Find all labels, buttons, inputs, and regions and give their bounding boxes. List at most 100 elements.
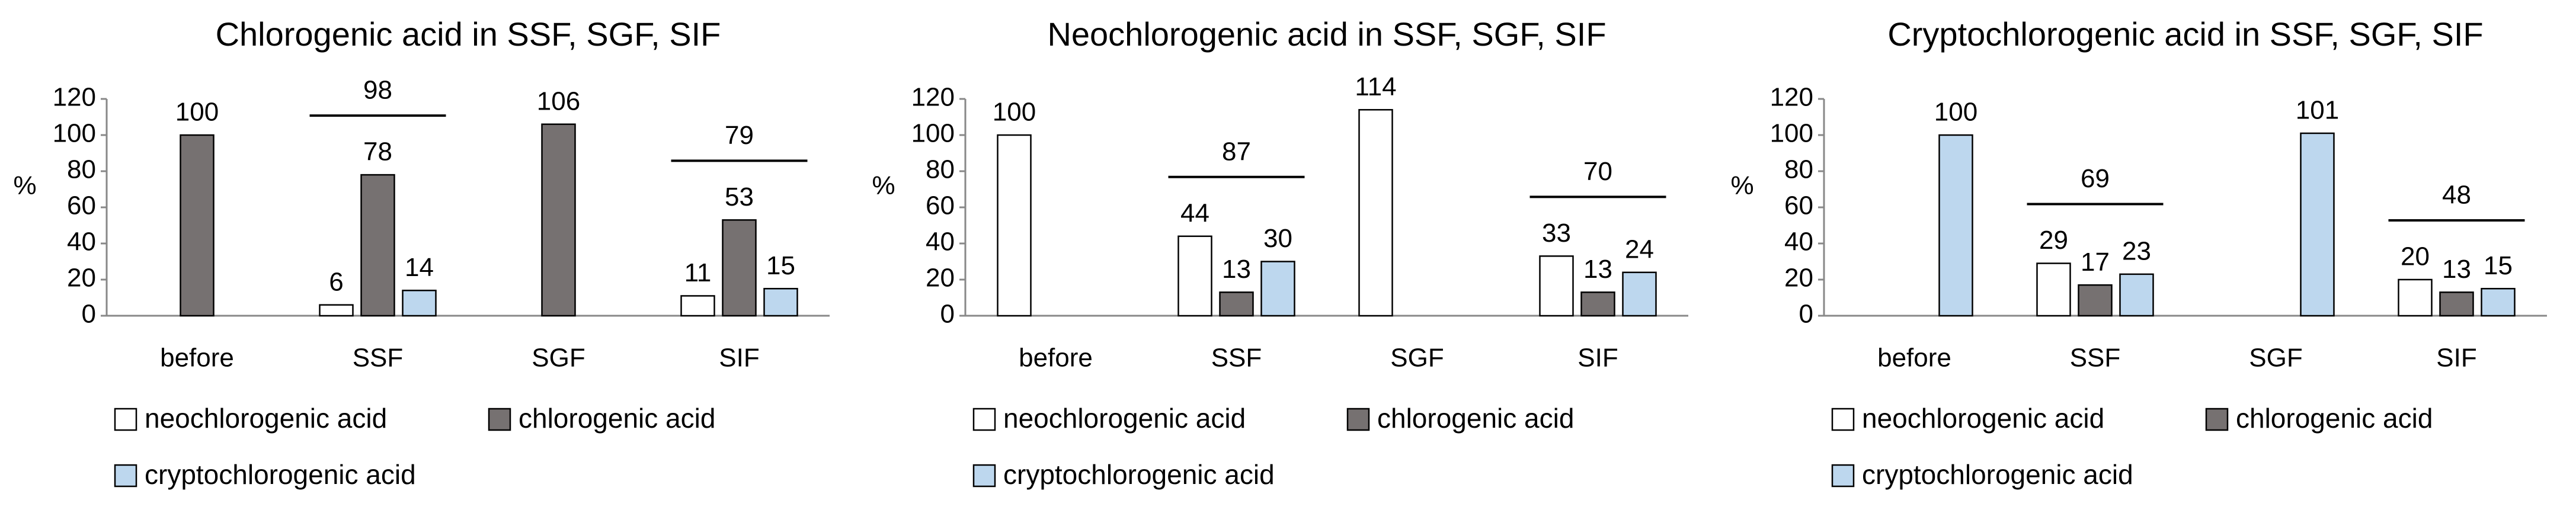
y-axis-label: % xyxy=(872,171,895,200)
bar xyxy=(2439,291,2474,317)
x-tick-label: SGF xyxy=(532,344,585,373)
total-label: 98 xyxy=(363,76,392,105)
y-tick-label: 100 xyxy=(1770,119,1813,148)
data-label: 44 xyxy=(1180,198,1209,227)
legend-label: neochlorogenic acid xyxy=(145,403,387,434)
legend-label: chlorogenic acid xyxy=(519,403,715,434)
y-tick-label: 80 xyxy=(67,155,96,184)
bar xyxy=(1219,291,1254,317)
y-axis-label: % xyxy=(1730,171,1753,200)
data-label: 13 xyxy=(2442,255,2471,284)
data-label: 33 xyxy=(1542,219,1571,248)
y-tick-label: 0 xyxy=(82,300,96,329)
y-tick-label: 60 xyxy=(67,191,96,220)
y-tick-label: 20 xyxy=(1784,264,1813,293)
x-tick-label: SIF xyxy=(1577,344,1618,373)
data-label: 6 xyxy=(329,267,343,296)
y-tick-label: 120 xyxy=(911,83,955,112)
y-tick-label: 80 xyxy=(926,155,955,184)
y-tick-label: 100 xyxy=(53,119,96,148)
data-label: 24 xyxy=(1625,235,1654,264)
chart: Cryptochlorogenic acid in SSF, SGF, SIF%… xyxy=(1730,15,2547,490)
legend-label: cryptochlorogenic acid xyxy=(1862,459,2133,490)
bar xyxy=(2398,278,2433,317)
legend-swatch xyxy=(1831,408,1855,431)
data-label: 20 xyxy=(2401,242,2430,271)
data-label: 30 xyxy=(1263,224,1292,253)
legend-swatch xyxy=(2205,408,2229,431)
bar xyxy=(2481,288,2516,317)
chart-title: Cryptochlorogenic acid in SSF, SGF, SIF xyxy=(1887,15,2483,53)
total-label: 79 xyxy=(725,121,754,150)
bar xyxy=(1177,235,1212,317)
legend-swatch xyxy=(1346,408,1370,431)
legend-swatch xyxy=(114,408,137,431)
x-tick-label: SIF xyxy=(719,344,759,373)
bar xyxy=(402,290,437,317)
y-tick-label: 0 xyxy=(940,300,955,329)
bar xyxy=(2119,273,2154,317)
data-label: 100 xyxy=(175,98,219,127)
data-label: 15 xyxy=(766,251,795,280)
data-label: 100 xyxy=(993,98,1036,127)
y-tick-label: 100 xyxy=(911,119,955,148)
data-label: 13 xyxy=(1583,255,1612,284)
chart: Chlorogenic acid in SSF, SGF, SIF% 0 20 40 6… xyxy=(13,15,830,490)
bar xyxy=(1260,261,1295,317)
bar xyxy=(541,123,576,317)
bar xyxy=(680,295,715,317)
legend-swatch xyxy=(972,464,996,488)
y-tick-label: 20 xyxy=(926,264,955,293)
bar xyxy=(1580,291,1615,317)
legend-label: neochlorogenic acid xyxy=(1862,403,2104,434)
data-label: 53 xyxy=(725,182,754,211)
legend-label: cryptochlorogenic acid xyxy=(1003,459,1275,490)
bar xyxy=(1358,109,1393,317)
y-tick-label: 120 xyxy=(1770,83,1813,112)
legend-swatch xyxy=(1831,464,1855,488)
legend-label: chlorogenic acid xyxy=(2236,403,2433,434)
x-tick-label: SSF xyxy=(1211,344,1262,373)
y-tick-label: 40 xyxy=(1784,227,1813,256)
bar xyxy=(319,304,354,317)
data-label: 106 xyxy=(537,86,580,116)
chart: Neochlorogenic acid in SSF, SGF, SIF% 0 20… xyxy=(872,15,1688,490)
data-label: 17 xyxy=(2081,248,2110,277)
data-label: 14 xyxy=(405,253,434,282)
data-label: 29 xyxy=(2039,226,2068,255)
y-axis-label: % xyxy=(13,171,36,200)
legend-swatch xyxy=(488,408,511,431)
legend-swatch xyxy=(972,408,996,431)
bar xyxy=(763,288,798,317)
y-tick-label: 0 xyxy=(1799,300,1813,329)
data-label: 100 xyxy=(1934,98,1977,127)
total-label: 87 xyxy=(1222,137,1251,166)
data-label: 23 xyxy=(2122,236,2151,265)
y-tick-label: 40 xyxy=(67,227,96,256)
data-label: 15 xyxy=(2484,251,2513,280)
bar xyxy=(360,174,395,317)
x-tick-label: SSF xyxy=(353,344,404,373)
x-tick-label: before xyxy=(1019,344,1093,373)
legend-label: cryptochlorogenic acid xyxy=(145,459,416,490)
x-tick-label: SIF xyxy=(2436,344,2476,373)
bar xyxy=(1539,255,1574,317)
data-label: 114 xyxy=(1355,72,1396,101)
x-tick-label: SGF xyxy=(1390,344,1444,373)
y-tick-label: 120 xyxy=(53,83,96,112)
total-label: 48 xyxy=(2442,181,2471,210)
y-tick-label: 80 xyxy=(1784,155,1813,184)
y-tick-label: 60 xyxy=(1784,191,1813,220)
bar xyxy=(1622,271,1657,317)
x-tick-label: SGF xyxy=(2249,344,2302,373)
y-tick-label: 40 xyxy=(926,227,955,256)
x-tick-label: SSF xyxy=(2070,344,2121,373)
bar xyxy=(1938,134,1973,317)
chart-title: Neochlorogenic acid in SSF, SGF, SIF xyxy=(1047,15,1606,53)
chart-title: Chlorogenic acid in SSF, SGF, SIF xyxy=(216,15,721,53)
bar xyxy=(997,134,1032,317)
legend-label: neochlorogenic acid xyxy=(1003,403,1246,434)
x-tick-label: before xyxy=(1877,344,1951,373)
